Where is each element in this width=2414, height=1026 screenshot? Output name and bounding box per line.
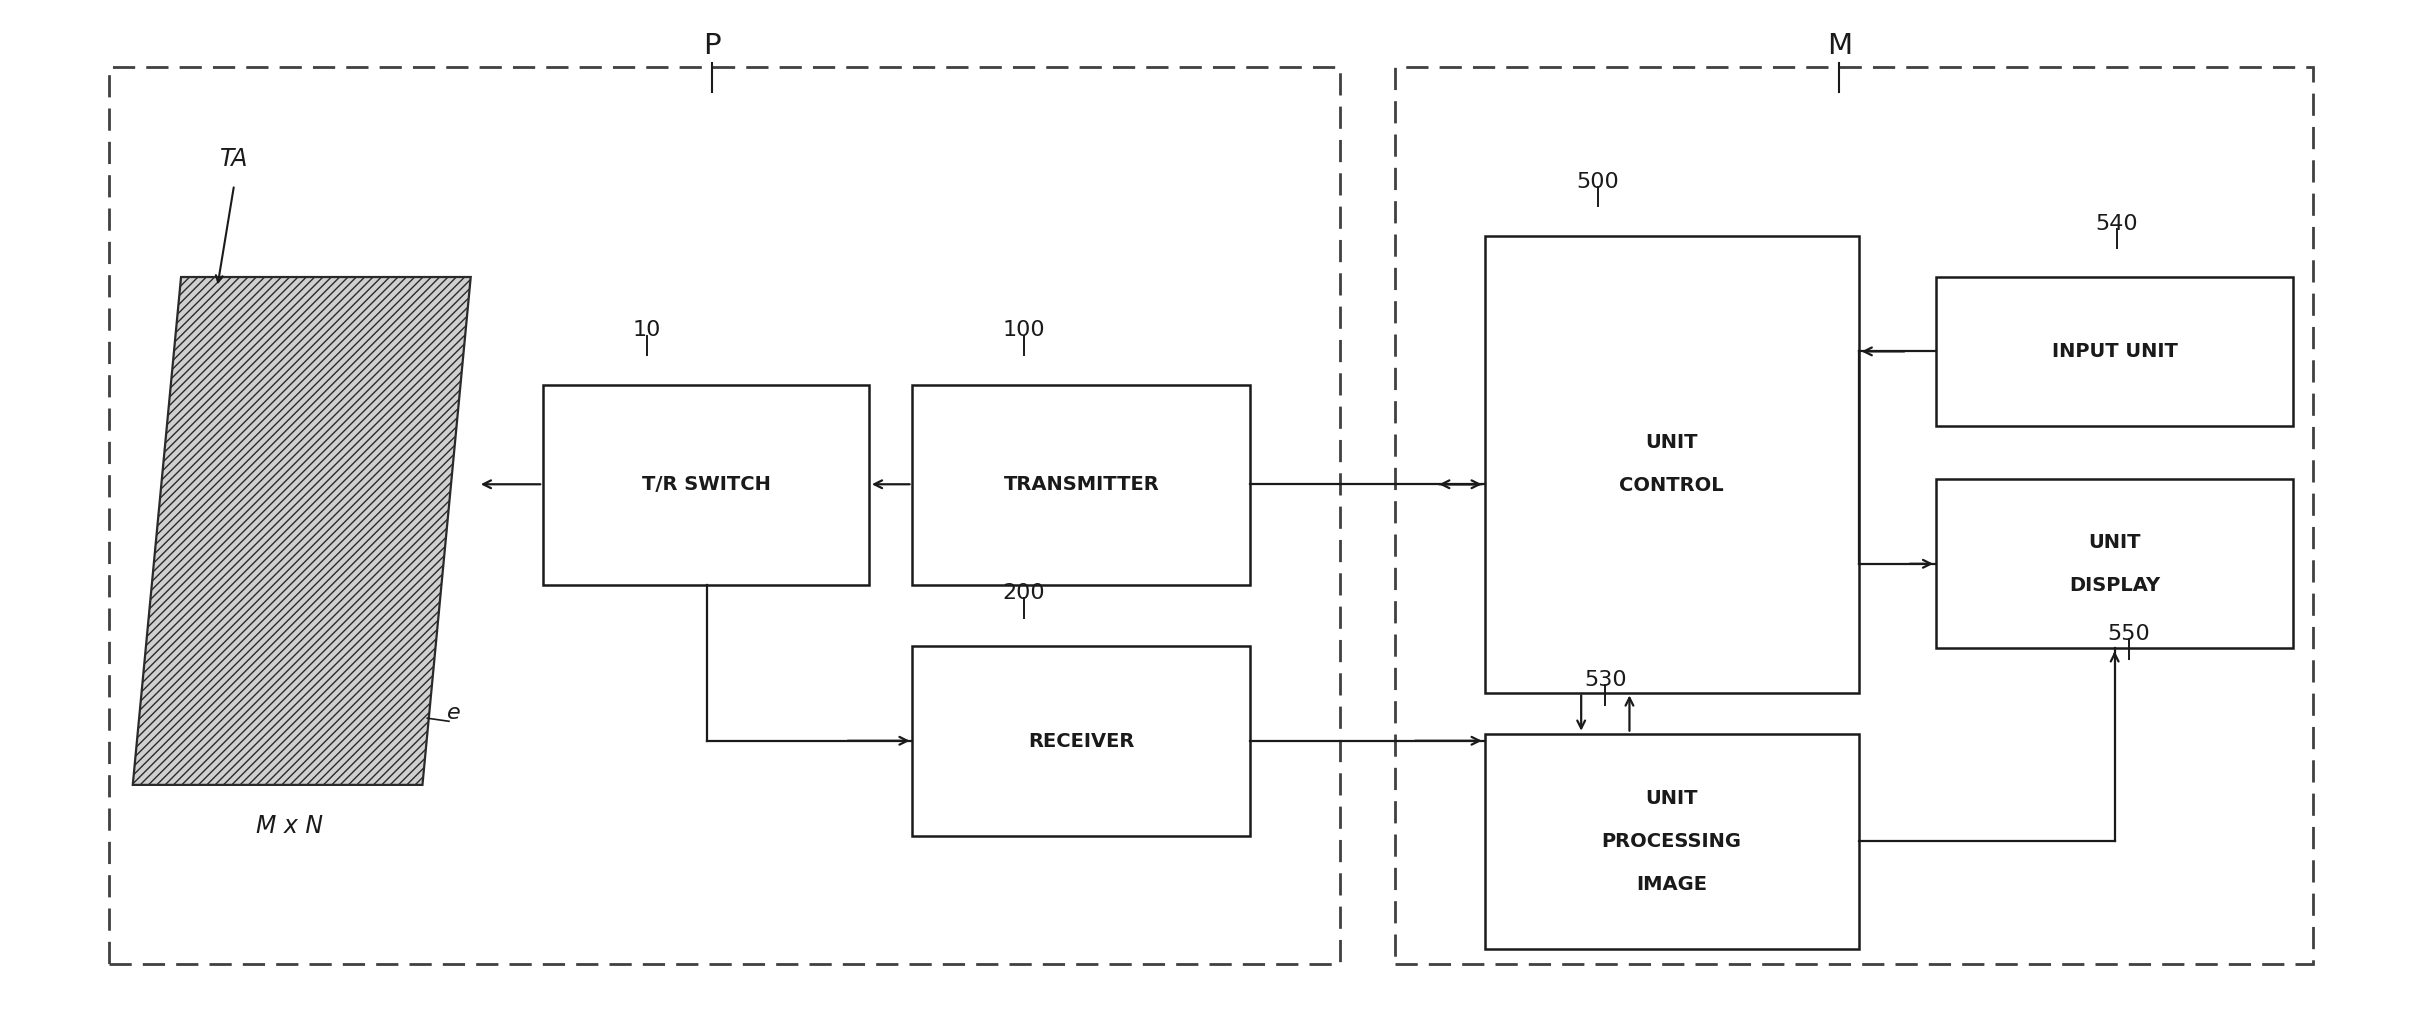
- Bar: [1936, 277, 2293, 426]
- Text: 540: 540: [2095, 213, 2139, 234]
- Text: 500: 500: [1576, 171, 1620, 192]
- Text: T/R SWITCH: T/R SWITCH: [642, 475, 770, 495]
- Bar: [109, 67, 1340, 964]
- Bar: [1485, 734, 1859, 949]
- Text: 10: 10: [632, 320, 661, 341]
- Text: M x N: M x N: [256, 814, 323, 838]
- Text: 550: 550: [2107, 624, 2151, 644]
- Text: e: e: [447, 703, 461, 723]
- Polygon shape: [133, 277, 471, 785]
- Text: 530: 530: [1584, 670, 1627, 690]
- Text: 200: 200: [1002, 583, 1045, 603]
- Text: 100: 100: [1002, 320, 1045, 341]
- Text: RECEIVER: RECEIVER: [1028, 732, 1135, 751]
- Text: DISPLAY: DISPLAY: [2069, 576, 2161, 595]
- Text: UNIT: UNIT: [2088, 532, 2141, 552]
- Bar: [1936, 479, 2293, 648]
- Text: TA: TA: [220, 147, 249, 171]
- Text: PROCESSING: PROCESSING: [1603, 832, 1740, 851]
- Bar: [543, 385, 869, 585]
- Text: IMAGE: IMAGE: [1637, 875, 1707, 894]
- Bar: [1485, 236, 1859, 693]
- Text: P: P: [702, 32, 722, 61]
- Bar: [1395, 67, 2313, 964]
- Text: TRANSMITTER: TRANSMITTER: [1004, 475, 1159, 495]
- Text: INPUT UNIT: INPUT UNIT: [2052, 342, 2177, 361]
- Text: UNIT: UNIT: [1646, 789, 1697, 807]
- Text: UNIT: UNIT: [1646, 433, 1697, 452]
- Bar: [912, 385, 1250, 585]
- Text: M: M: [1827, 32, 1852, 61]
- Bar: [912, 646, 1250, 836]
- Text: CONTROL: CONTROL: [1620, 476, 1724, 496]
